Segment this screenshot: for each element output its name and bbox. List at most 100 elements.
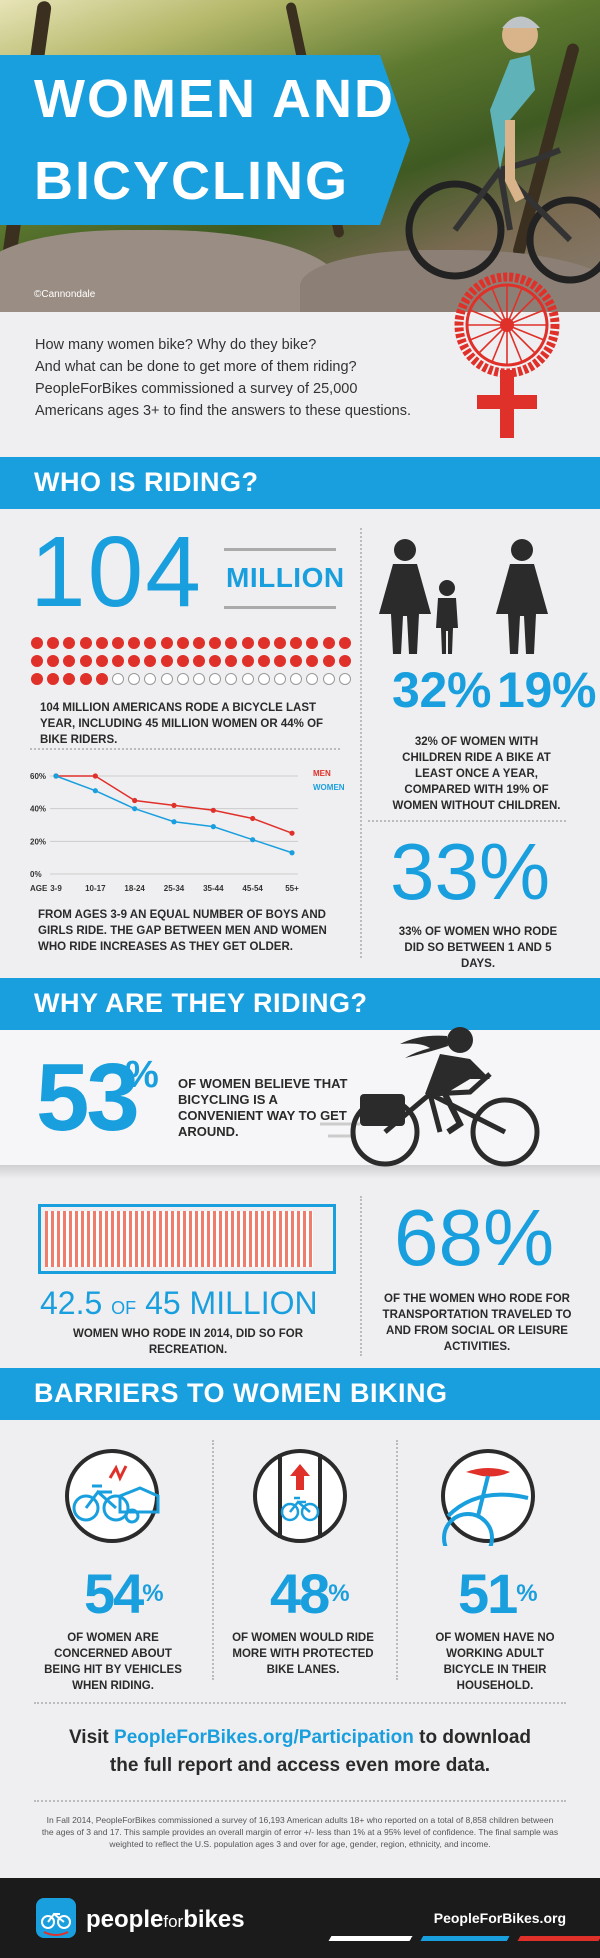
dot-woman-rider	[31, 637, 43, 649]
million-label: MILLION	[226, 562, 345, 593]
dot-other-rider	[274, 673, 286, 685]
footer	[0, 1878, 600, 1958]
legend-men: MEN	[313, 769, 331, 778]
dot-other-rider	[176, 673, 189, 685]
recreation-part1: 42.5	[40, 1285, 103, 1321]
x-tick-label: 18-24	[124, 884, 145, 892]
dot-woman-rider	[306, 637, 319, 649]
woman-icon	[496, 539, 548, 654]
dot-woman-rider	[63, 673, 76, 685]
intro-line: PeopleForBikes commissioned a survey of …	[35, 381, 358, 397]
data-point-men	[171, 802, 177, 808]
dot-woman-rider	[47, 637, 60, 649]
divider	[34, 1800, 566, 1802]
dot-other-rider	[112, 673, 124, 685]
data-point-men	[92, 773, 98, 779]
rule	[224, 548, 336, 551]
cta-suffix: to download	[413, 1727, 532, 1748]
dot-woman-rider	[209, 655, 222, 667]
dot-woman-rider	[79, 655, 92, 667]
x-tick-label: 3-9	[50, 884, 62, 892]
footer-stripes	[328, 1936, 600, 1941]
rule	[224, 606, 336, 609]
dot-other-rider	[225, 673, 238, 685]
divider	[360, 1196, 362, 1356]
dot-woman-rider	[144, 637, 157, 649]
page-title-line1: WOMEN AND	[34, 69, 395, 129]
dot-other-rider	[306, 673, 319, 685]
barrier3-pct: %	[516, 1580, 537, 1607]
divider	[212, 1440, 214, 1680]
x-tick-label: 35-44	[203, 884, 224, 892]
y-tick-label: 60%	[30, 772, 46, 781]
dot-woman-rider	[306, 655, 319, 667]
dot-other-rider	[257, 673, 270, 685]
dot-woman-rider	[209, 637, 222, 649]
dot-woman-rider	[160, 655, 173, 667]
dot-other-rider	[209, 673, 222, 685]
data-point-women	[53, 773, 59, 779]
intro-line: How many women bike? Why do they bike?	[35, 337, 317, 353]
x-tick-label: 55+	[285, 884, 299, 892]
barrier1-pct: %	[142, 1580, 163, 1607]
dot-woman-rider	[128, 637, 141, 649]
divider	[30, 748, 340, 750]
dot-woman-rider	[47, 673, 60, 685]
title-banner	[0, 55, 410, 225]
barrier3-caption: OF WOMEN HAVE NO WORKING ADULT BICYCLE I…	[435, 1632, 555, 1692]
recreation-of: OF	[111, 1298, 137, 1318]
y-tick-label: 0%	[30, 870, 42, 879]
divider	[396, 1440, 398, 1680]
divider	[368, 820, 566, 822]
dot-woman-rider	[241, 655, 254, 667]
dot-other-rider	[241, 673, 254, 685]
dot-woman-rider	[322, 637, 335, 649]
dot-woman-rider	[274, 655, 286, 667]
wheel-venus-icon	[454, 272, 560, 438]
barrier2-number: 48	[270, 1562, 330, 1625]
dot-other-rider	[290, 673, 303, 685]
participation-link[interactable]: PeopleForBikes.org/Participation	[114, 1727, 414, 1748]
x-tick-label: 10-17	[85, 884, 106, 892]
brand-wordmark[interactable]: peopleforbikes	[86, 1906, 245, 1934]
divider	[34, 1702, 566, 1704]
dot-woman-rider	[257, 637, 270, 649]
age-line-chart: 0% 20% 40% 60% AGE 3-9 10-17 18-24 25-34 35-44 45-…	[30, 769, 345, 892]
woman-cyclist-icon	[320, 1027, 540, 1167]
y-tick-label: 20%	[30, 837, 46, 846]
dot-other-rider	[144, 673, 157, 685]
cta-line2: the full report and access even more dat…	[109, 1755, 491, 1776]
dots-caption: 104 MILLION AMERICANS RODE A BICYCLE LAS…	[40, 702, 324, 746]
section-bar-why	[0, 978, 600, 1030]
dot-woman-rider	[176, 655, 189, 667]
recreation-bar-fill	[45, 1211, 314, 1267]
social-stat: 68%	[394, 1193, 555, 1282]
days-caption: 33% OF WOMEN WHO RODE DID SO BETWEEN 1 A…	[398, 926, 558, 970]
convenient-caption: OF WOMEN BELIEVE THAT BICYCLING IS A CON…	[178, 1076, 348, 1139]
dot-woman-rider	[95, 637, 108, 649]
intro-line: And what can be done to get more of them…	[35, 359, 357, 375]
convenient-stat: 53	[36, 1044, 140, 1151]
divider	[360, 528, 362, 958]
dot-woman-rider	[63, 655, 76, 667]
dot-woman-rider	[257, 655, 270, 667]
shadow-strip	[0, 1165, 600, 1179]
data-point-men	[250, 815, 256, 822]
dot-woman-rider	[193, 655, 205, 667]
footer-url[interactable]: PeopleForBikes.org	[433, 1910, 566, 1926]
dot-woman-rider	[79, 637, 92, 649]
data-point-men	[210, 807, 216, 813]
dot-woman-rider	[225, 655, 238, 667]
section-title-barriers: BARRIERS TO WOMEN BIKING	[34, 1378, 448, 1408]
dot-woman-rider	[338, 637, 351, 649]
mother-child-icon	[379, 539, 458, 654]
days-stat: 33%	[390, 827, 551, 916]
data-point-men	[289, 830, 295, 836]
data-point-men	[132, 797, 138, 804]
dot-woman-rider	[144, 655, 157, 667]
dot-woman-rider	[63, 637, 76, 649]
recreation-stat: 42.5 OF 45 MILLION	[40, 1285, 340, 1322]
recreation-bar-frame	[38, 1204, 336, 1274]
barrier3-stat: 51%	[458, 1566, 538, 1622]
cta-prefix: Visit	[68, 1727, 115, 1748]
